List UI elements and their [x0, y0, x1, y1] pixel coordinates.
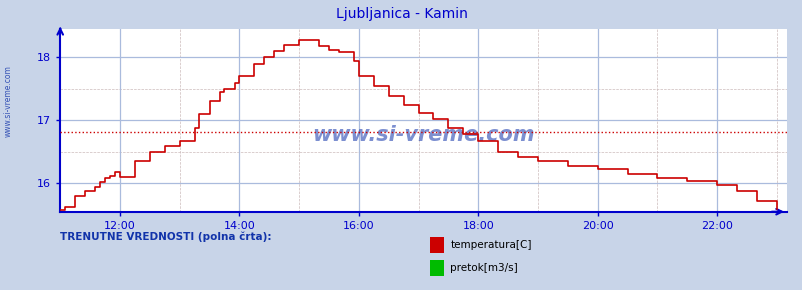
- Text: pretok[m3/s]: pretok[m3/s]: [450, 263, 517, 273]
- Text: www.si-vreme.com: www.si-vreme.com: [3, 66, 13, 137]
- Text: www.si-vreme.com: www.si-vreme.com: [312, 125, 534, 145]
- Text: TRENUTNE VREDNOSTI (polna črta):: TRENUTNE VREDNOSTI (polna črta):: [60, 232, 271, 242]
- Text: Ljubljanica - Kamin: Ljubljanica - Kamin: [335, 7, 467, 21]
- Text: temperatura[C]: temperatura[C]: [450, 240, 531, 250]
